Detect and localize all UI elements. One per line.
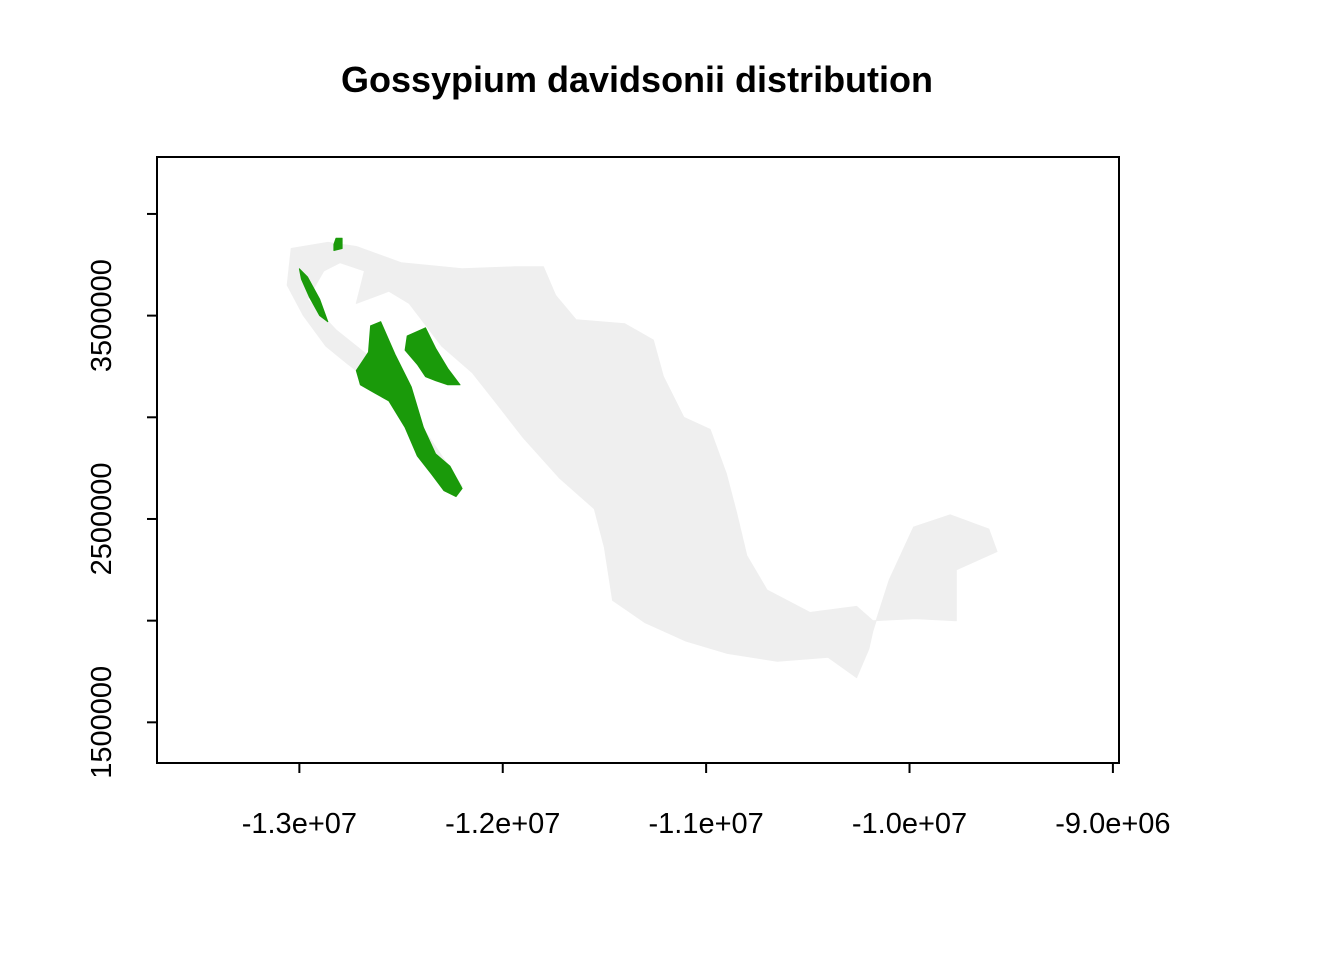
x-tick-label: -1.3e+07 (242, 808, 357, 840)
layer-distribution (298, 237, 463, 498)
distribution-polygon (298, 268, 329, 323)
y-tick-label: 3500000 (86, 259, 118, 372)
map-layers (286, 237, 998, 679)
x-axis-ticks: -1.3e+07 -1.2e+07 -1.1e+07 -1.0e+07 -9.0e+06 (242, 763, 1171, 840)
x-tick-label: -1.1e+07 (648, 808, 763, 840)
map-title: Gossypium davidsonii distribution (341, 59, 933, 100)
distribution-polygon (333, 237, 343, 251)
y-axis-ticks: 1500000 2500000 3500000 (86, 212, 157, 779)
layer-background-region (286, 241, 998, 679)
y-tick-label: 2500000 (86, 463, 118, 576)
x-tick-label: -1.2e+07 (445, 808, 560, 840)
distribution-polygon (355, 321, 463, 498)
background-region-polygon (286, 241, 998, 679)
x-tick-label: -9.0e+06 (1055, 808, 1170, 840)
distribution-polygon (404, 327, 461, 386)
x-tick-label: -1.0e+07 (852, 808, 967, 840)
y-tick-label: 1500000 (86, 666, 118, 779)
